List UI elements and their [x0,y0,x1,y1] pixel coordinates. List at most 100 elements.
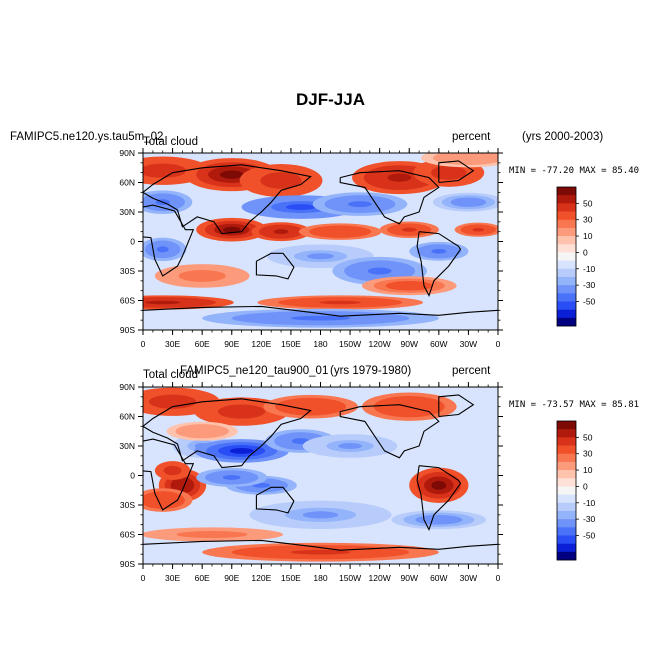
coastline-path [438,394,475,418]
y-tick-label: 0 [130,237,135,247]
x-tick-label: 0 [141,573,146,583]
cloud-anomaly-blob [319,300,361,305]
y-tick-label: 30S [120,266,135,276]
y-tick-label: 60S [120,296,135,306]
cloud-anomaly-blob [285,204,316,211]
colorbar-swatch [557,429,576,438]
coastline-path [143,204,195,277]
cloud-anomaly-blob [252,482,271,488]
x-tick-label: 0 [496,339,501,349]
cloud-anomaly-blob [150,167,175,175]
y-tick-label: 90N [119,382,135,392]
colorbar-swatch [557,309,576,319]
colorbar-swatch [557,494,576,504]
colorbar-label: -10 [583,264,596,274]
x-tick-label: 60W [430,573,447,583]
cloud-anomaly-blob [273,229,289,235]
colorbar-swatch [557,227,576,237]
panel1-coastlines [143,160,498,317]
coastline-path [143,305,498,317]
y-tick-label: 30N [119,207,135,217]
x-tick-label: 0 [141,339,146,349]
cloud-anomaly-blob [387,173,412,182]
colorbar-swatch [557,195,576,204]
colorbar-label: -50 [583,296,596,306]
figure-title: DJF-JJA [296,90,365,109]
y-tick-label: 60N [119,178,135,188]
panel2-minmax-label: MIN = -73.57 MAX = 85.81 [509,400,640,410]
cloud-anomaly-blob [456,155,481,161]
cloud-anomaly-blob [229,408,254,416]
panel1-years-label: (yrs 2000-2003) [522,131,604,143]
x-tick-label: 120W [369,339,391,349]
x-tick-label: 90W [401,573,418,583]
colorbar-swatch [557,301,576,310]
colorbar-swatch [557,187,576,196]
colorbar-swatch [557,285,576,294]
colorbar-label: 0 [583,247,588,257]
cloud-anomaly-blob [193,428,212,434]
cloud-anomaly-blob [176,481,189,490]
cloud-anomaly-blob [298,403,323,410]
colorbar-swatch [557,252,576,261]
cloud-anomaly-blob [156,246,169,253]
x-tick-label: 30W [460,573,477,583]
coastline-path [339,404,440,459]
colorbar-label: -10 [583,498,596,508]
panel1-colorbar: 50 30 10 0 -10 -30 -50 [556,186,596,327]
colorbar-swatch [557,527,576,536]
y-tick-label: 0 [130,471,135,481]
x-tick-label: 120W [369,573,391,583]
cloud-anomaly-blob [348,201,372,208]
colorbar-swatch [557,510,576,520]
coastline-path [143,539,498,551]
panel1-axes: 0 30E 60E 90E 120E 150E 180 150W 120W 90W 60W 30W 09… [119,148,503,349]
colorbar-swatch [557,551,576,561]
colorbar-swatch [557,445,576,455]
coastline-path [416,465,462,532]
colorbar-swatch [557,236,576,245]
colorbar-swatch [557,519,576,528]
colorbar-swatch [557,203,576,212]
colorbar-swatch [557,317,576,327]
cloud-anomaly-blob [229,447,254,454]
colorbar-swatch [557,461,576,471]
panel1-cloud-field [143,153,498,330]
y-tick-label: 30N [119,441,135,451]
x-tick-label: 120E [251,339,271,349]
cloud-anomaly-blob [307,253,334,260]
x-tick-label: 60E [195,573,210,583]
colorbar-swatch [557,276,576,286]
x-tick-label: 120E [251,573,271,583]
panel2-colorbar: 50 30 10 0 -10 -30 -50 [556,420,596,561]
colorbar-swatch [557,543,576,553]
panel1-variable-label: Total cloud [143,136,198,148]
colorbar-label: -30 [583,280,596,290]
y-tick-label: 90S [120,325,135,335]
x-tick-label: 150W [339,339,361,349]
colorbar-label: -50 [583,530,596,540]
x-tick-label: 60W [430,339,447,349]
colorbar-swatch [557,244,576,253]
coastline-path [143,164,312,235]
y-tick-label: 90N [119,148,135,158]
colorbar-label: 10 [583,231,593,241]
cloud-anomaly-blob [459,199,478,205]
cloud-anomaly-blob [168,468,178,473]
panel2-years-label: (yrs 1979-1980) [330,365,412,377]
colorbar-swatch [557,453,576,463]
colorbar-swatch [557,437,576,446]
x-tick-label: 30W [460,339,477,349]
panel2-coastlines [143,394,498,551]
coastline-path [143,438,195,511]
colorbar-swatch [557,486,576,495]
colorbar-swatch [557,268,576,278]
cloud-anomaly-blob [367,267,392,275]
colorbar-swatch [557,293,576,302]
colorbar-swatch [557,260,576,270]
colorbar-swatch [557,421,576,430]
panel1-case-label: FAMIPC5.ne120.ys.tau5m_02 [10,131,164,143]
cloud-anomaly-blob [427,517,451,523]
panel2-cloud-field [143,387,498,564]
colorbar-swatch [557,535,576,544]
